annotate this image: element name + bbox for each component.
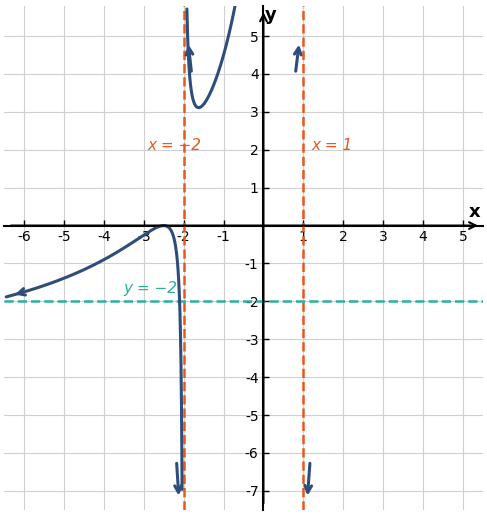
Text: y: y xyxy=(265,6,277,24)
Text: x = 1: x = 1 xyxy=(311,138,353,154)
Text: x: x xyxy=(469,204,481,222)
Text: y = −2: y = −2 xyxy=(124,281,178,296)
Text: x = −2: x = −2 xyxy=(148,138,202,154)
